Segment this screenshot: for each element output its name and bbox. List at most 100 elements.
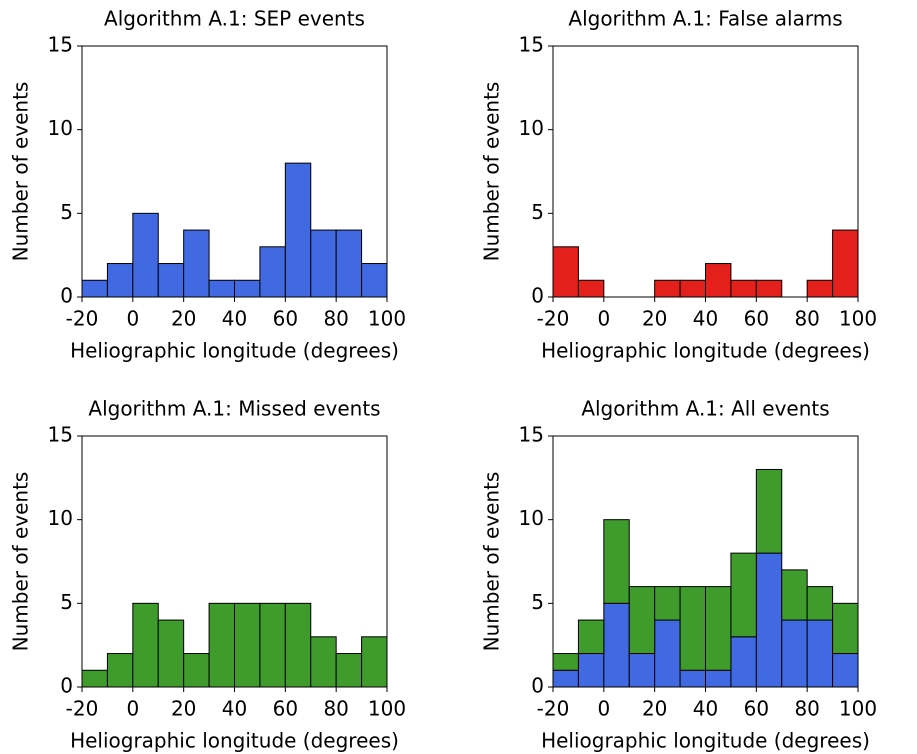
bar [654,619,681,688]
bar [81,669,108,688]
bar [361,263,388,298]
x-tick-label: 20 [642,697,667,721]
bar [705,586,732,671]
chart-title: Algorithm A.1: Missed events [88,397,380,421]
bar [705,669,732,688]
bar [603,519,630,604]
bar [755,552,783,688]
bar [654,279,681,298]
y-tick-label: 5 [531,200,544,224]
x-tick-label: 80 [794,697,819,721]
bar [208,602,235,688]
x-tick-label: 0 [597,697,610,721]
bar [628,653,656,688]
chart-title: Algorithm A.1: All events [581,397,829,421]
bar [755,279,783,298]
y-tick-label: 15 [519,33,544,57]
x-tick-label: 100 [839,697,877,721]
x-axis-label: Heliographic longitude (degrees) [70,339,399,363]
bar [806,619,834,688]
bar [781,619,808,688]
bar [208,279,235,298]
y-tick-label: 5 [60,590,73,614]
bar [577,279,605,298]
y-tick-label: 5 [60,200,73,224]
x-axis-label: Heliographic longitude (degrees) [541,729,870,753]
x-tick-label: 60 [744,697,769,721]
bar [603,602,630,688]
bar [361,636,388,688]
x-tick-label: 20 [642,307,667,331]
x-tick-label: 20 [171,697,196,721]
bar [730,636,757,688]
bar [806,279,834,298]
bar [234,602,261,688]
x-tick-label: 0 [126,697,139,721]
y-tick-label: 15 [48,33,73,57]
x-tick-label: 40 [222,307,247,331]
bar [284,602,312,688]
x-axis-label: Heliographic longitude (degrees) [541,339,870,363]
bar [806,586,834,621]
x-tick-label: 40 [693,697,718,721]
bar [132,212,159,298]
x-tick-label: 40 [693,307,718,331]
x-tick-label: 100 [368,307,406,331]
bar [335,653,363,688]
bar [234,279,261,298]
bar [106,263,134,298]
plot-frame [552,45,859,298]
bar [832,229,859,298]
x-tick-label: 60 [273,307,298,331]
bar [310,636,337,688]
y-tick-label: 0 [60,284,73,308]
bar [157,619,185,688]
y-axis-label: Number of events [480,472,504,652]
x-tick-label: 80 [323,307,348,331]
y-tick-label: 5 [531,590,544,614]
bar [730,552,757,638]
bar [81,279,108,298]
bar [335,229,363,298]
y-tick-label: 10 [519,116,544,140]
bar [628,586,656,655]
bar [781,569,808,621]
bar [183,229,210,298]
y-axis-label: Number of events [9,472,33,652]
y-tick-label: 10 [48,506,73,530]
x-tick-label: 0 [597,307,610,331]
bar [832,602,859,655]
bar [755,468,783,554]
y-axis-label: Number of events [480,82,504,262]
y-tick-label: 15 [519,423,544,447]
x-tick-label: -20 [537,697,570,721]
x-tick-label: 40 [222,697,247,721]
bar [577,619,605,655]
bar [259,602,286,688]
x-tick-label: 60 [744,307,769,331]
bar [132,602,159,688]
chart-title: Algorithm A.1: SEP events [104,7,365,31]
bar [106,653,134,688]
chart-title: Algorithm A.1: False alarms [568,7,842,31]
bar [552,669,579,688]
bar [679,586,706,671]
x-tick-label: -20 [537,307,570,331]
bar [183,653,210,688]
bar [730,279,757,298]
y-tick-label: 10 [48,116,73,140]
y-tick-label: 0 [531,284,544,308]
y-tick-label: 15 [48,423,73,447]
x-tick-label: 100 [839,307,877,331]
bar [654,586,681,621]
bar [284,162,312,298]
y-axis-label: Number of events [9,82,33,262]
x-tick-label: 60 [273,697,298,721]
bar [157,263,185,298]
y-tick-label: 0 [531,674,544,698]
x-tick-label: 80 [323,697,348,721]
bar [310,229,337,298]
bar [552,653,579,671]
bar [259,246,286,298]
